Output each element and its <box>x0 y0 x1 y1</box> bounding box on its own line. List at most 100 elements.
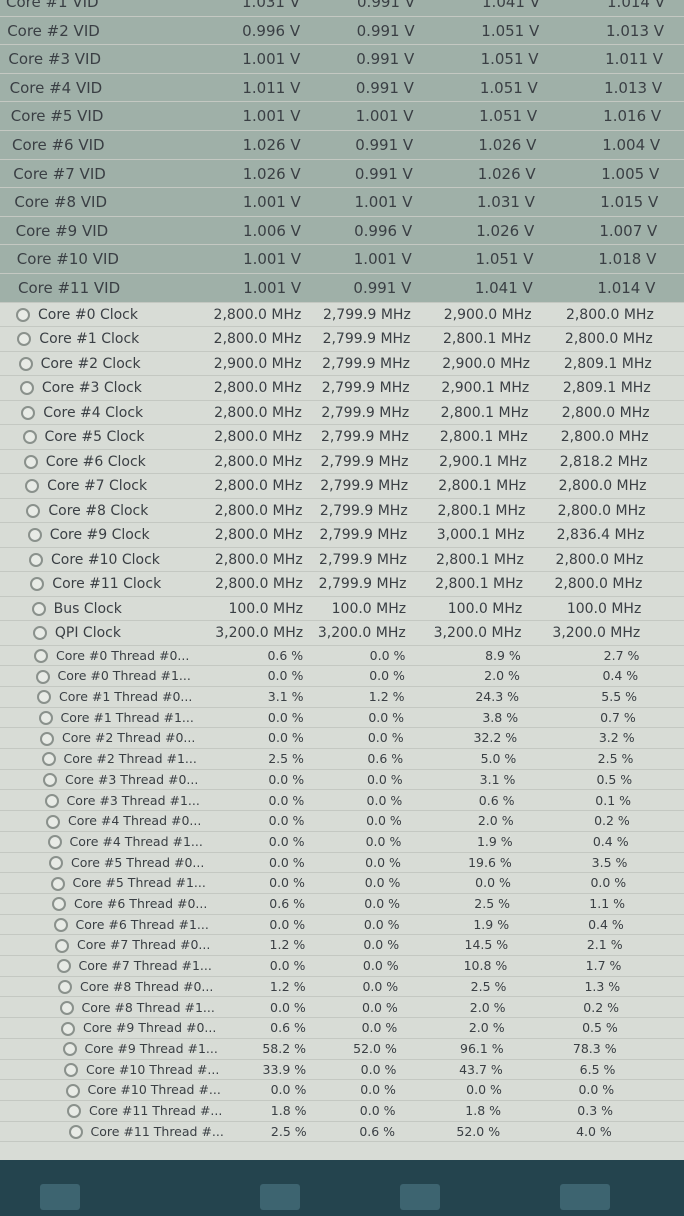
sensor-icon <box>35 669 50 684</box>
sensor-value: 0.991 V <box>355 136 414 154</box>
sensor-row: Core #7 VID 1.026 V 0.991 V 1.026 V 1.005 V <box>0 159 684 189</box>
sensor-row: Core #8 Thread #1... 0.0 % 0.0 % 2.0 % 0.2 % <box>0 998 684 1019</box>
sensor-value: 5.5 % <box>601 689 637 704</box>
sensor-value: 0.996 V <box>354 221 413 240</box>
sensor-row: Core #5 Clock 2,800.0 MHz 2,799.9 MHz 2,800… <box>0 425 684 450</box>
sensor-row: Core #3 Thread #1... 0.0 % 0.0 % 0.6 % 0.1 % <box>0 791 684 812</box>
sensor-value: 1.014 V <box>607 0 665 11</box>
sensor-value: 1.006 V <box>242 221 301 240</box>
sensor-value: 2,799.9 MHz <box>320 478 409 495</box>
sensor-value: 0.996 V <box>242 21 301 40</box>
sensor-value: 2,799.9 MHz <box>321 380 410 397</box>
sensor-label: Core #4 Thread #1... <box>69 833 203 849</box>
sensor-value: 2,800.1 MHz <box>438 478 527 495</box>
sensor-label: Core #4 Clock <box>43 404 144 421</box>
sensor-value: 96.1 % <box>460 1040 504 1056</box>
sensor-label: Core #0 Thread #0... <box>56 647 190 663</box>
sensor-row: Core #7 Clock 2,800.0 MHz 2,799.9 MHz 2,800… <box>0 474 684 499</box>
sensor-value: 2,800.0 MHz <box>214 404 302 421</box>
sensor-icon <box>23 454 38 469</box>
sensor-label: Core #2 Clock <box>40 355 141 372</box>
sensor-icon <box>46 814 60 829</box>
sensor-value: 2,800.1 MHz <box>435 576 524 593</box>
sensor-label: Core #8 Thread #0... <box>80 978 214 994</box>
sensor-value: 2.5 % <box>474 896 510 911</box>
sensor-label: Core #1 Thread #0... <box>59 689 193 704</box>
sensor-value: 52.0 % <box>456 1123 501 1139</box>
sensor-row: Core #6 Thread #0... 0.6 % 0.0 % 2.5 % 1.1 % <box>0 894 684 915</box>
sensor-value: 1.051 V <box>481 21 540 40</box>
sensor-value: 0.0 % <box>367 730 404 746</box>
sensor-value: 0.0 % <box>268 854 305 870</box>
sensor-value: 6.5 % <box>579 1061 616 1077</box>
sensor-label: Core #11 Thread #... <box>90 1123 224 1139</box>
sensor-label: Core #7 Thread #1... <box>78 958 212 974</box>
sensor-row: Core #6 VID 1.026 V 0.991 V 1.026 V 1.004 V <box>0 131 684 160</box>
sensor-value: 2,800.1 MHz <box>435 551 524 568</box>
sensor-value: 2.5 % <box>470 978 507 994</box>
sensor-row: Core #0 Thread #0... 0.6 % 0.0 % 8.9 % 2.7 % <box>0 646 684 667</box>
sensor-row: Core #7 Thread #0... 1.2 % 0.0 % 14.5 % 2.1 … <box>0 935 684 957</box>
sensor-value: 5.0 % <box>480 751 517 767</box>
sensor-value: 2.0 % <box>468 1020 505 1036</box>
sensor-value: 0.0 % <box>365 854 401 870</box>
sensor-icon <box>32 626 47 641</box>
sensor-value: 2.0 % <box>477 813 514 829</box>
sensor-value: 0.5 % <box>596 771 633 787</box>
taskbar <box>0 1160 684 1216</box>
sensor-value: 0.0 % <box>363 916 400 932</box>
sensor-row: Core #2 Thread #0... 0.0 % 0.0 % 32.2 % 3.2 … <box>0 728 684 750</box>
sensor-row: Core #2 Clock 2,900.0 MHz 2,799.9 MHz 2,900… <box>0 352 684 377</box>
sensor-value: 2,800.0 MHz <box>213 306 302 323</box>
sensor-value: 2,809.1 MHz <box>563 355 652 372</box>
sensor-row: Core #9 Clock 2,800.0 MHz 2,799.9 MHz 3,000… <box>0 523 684 548</box>
sensor-value: 0.0 % <box>362 999 398 1015</box>
sensor-value: 1.011 V <box>605 50 664 69</box>
sensor-value: 0.2 % <box>583 999 619 1015</box>
sensor-value: 1.013 V <box>606 21 665 40</box>
sensor-value: 1.8 % <box>270 1103 307 1118</box>
sensor-value: 0.7 % <box>600 709 636 725</box>
sensor-icon <box>68 1125 83 1140</box>
sensor-value: 3.5 % <box>591 854 628 870</box>
sensor-row: Core #7 Thread #1... 0.0 % 0.0 % 10.8 % 1.7 … <box>0 956 684 977</box>
sensor-icon <box>40 731 54 746</box>
sensor-label: Core #9 Clock <box>49 527 150 544</box>
sensor-value: 2,800.0 MHz <box>214 478 303 495</box>
sensor-value: 58.2 % <box>262 1040 307 1056</box>
sensor-value: 100.0 MHz <box>447 600 523 617</box>
sensor-label: Core #10 VID <box>16 250 119 269</box>
sensor-value: 1.013 V <box>604 78 663 97</box>
sensor-value: 1.026 V <box>478 136 537 154</box>
sensor-value: 0.0 % <box>270 1082 307 1098</box>
sensor-value: 2,800.0 MHz <box>555 551 644 568</box>
sensor-value: 0.4 % <box>602 668 639 684</box>
sensor-label: Core #5 Thread #1... <box>72 875 206 891</box>
sensor-value: 14.5 % <box>464 937 509 953</box>
sensor-value: 2,800.0 MHz <box>214 576 303 593</box>
sensor-value: 2,900.1 MHz <box>439 453 527 470</box>
sensor-value: 0.0 % <box>268 730 304 746</box>
sensor-value: 1.026 V <box>242 136 301 154</box>
sensor-value: 1.7 % <box>585 958 622 974</box>
sensor-value: 0.0 % <box>361 1020 398 1036</box>
sensor-value: 1.001 V <box>242 107 301 126</box>
sensor-icon <box>34 648 48 663</box>
sensor-value: 1.026 V <box>476 221 535 240</box>
sensor-label: Core #7 Thread #0... <box>77 937 211 953</box>
sensor-value: 1.051 V <box>480 50 539 69</box>
sensor-label: Core #2 Thread #1... <box>63 751 197 767</box>
sensor-value: 0.0 % <box>268 792 305 808</box>
sensor-label: Core #1 Clock <box>39 331 140 348</box>
taskbar-button <box>560 1184 610 1210</box>
sensor-value: 3.2 % <box>598 730 635 746</box>
sensor-row: Core #8 Thread #0... 1.2 % 0.0 % 2.5 % 1.3 % <box>0 977 684 998</box>
sensor-value: 1.004 V <box>602 136 661 154</box>
sensor-row: Core #6 Thread #1... 0.0 % 0.0 % 1.9 % 0.4 % <box>0 915 684 936</box>
sensor-value: 2,799.9 MHz <box>322 355 411 372</box>
sensor-value: 1.001 V <box>355 107 414 126</box>
sensor-label: Core #11 VID <box>18 279 121 297</box>
sensor-icon <box>65 1083 80 1098</box>
sensor-value: 100.0 MHz <box>228 600 303 617</box>
sensor-value: 1.005 V <box>601 164 660 183</box>
